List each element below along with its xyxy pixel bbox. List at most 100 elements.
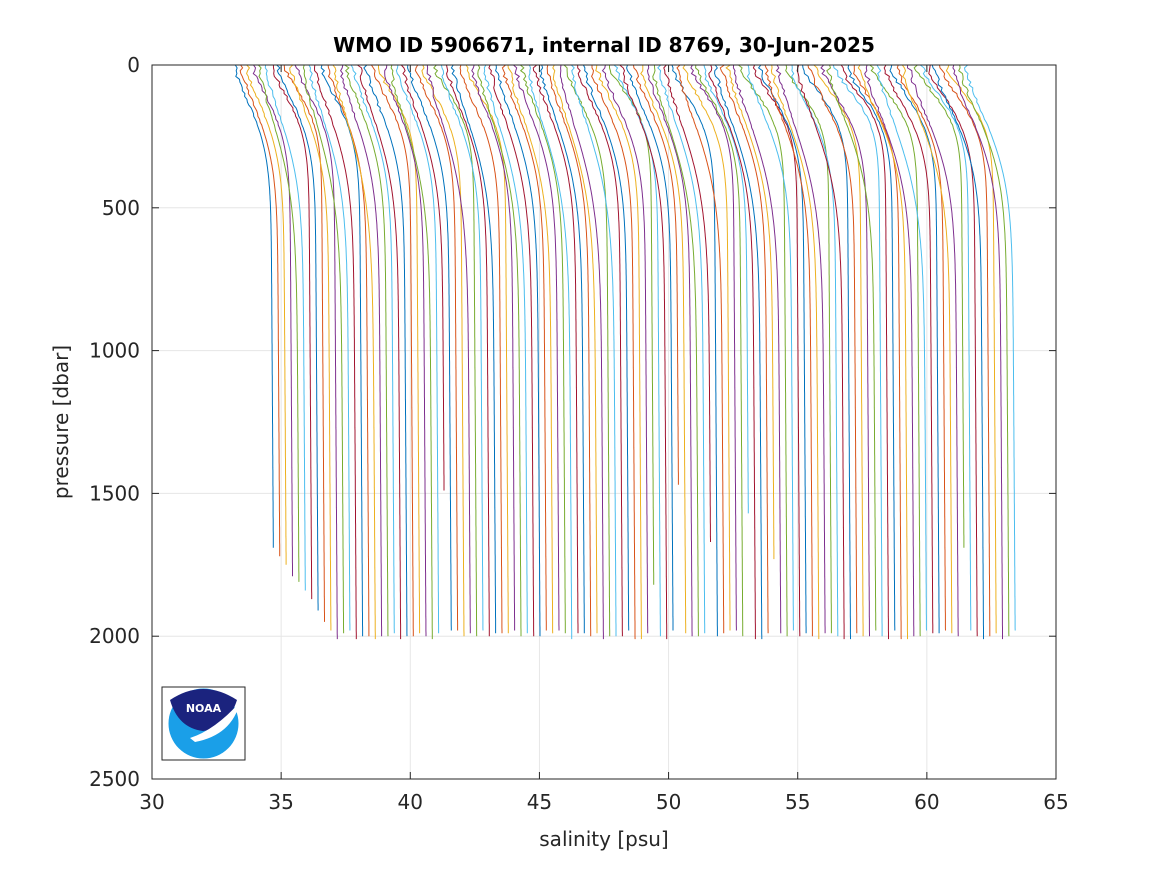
profile-line (450, 64, 497, 634)
x-axis-ticks: 30 35 40 45 50 55 60 65 (139, 65, 1069, 814)
profile-line (495, 64, 541, 637)
profile-line (390, 64, 433, 640)
profile-line (302, 64, 345, 634)
profile-line (539, 64, 585, 634)
profile-line (459, 64, 503, 634)
profile-line (601, 64, 649, 634)
profile-line (725, 64, 775, 560)
profile-line (952, 64, 1003, 640)
profile-line (626, 64, 674, 631)
profile-line (239, 64, 281, 557)
profile-line (775, 64, 826, 634)
profile-line (507, 64, 554, 634)
profile-line (501, 64, 547, 631)
profile-line (327, 64, 370, 637)
profile-line (876, 64, 927, 631)
y-tick-label: 2500 (89, 767, 140, 791)
profile-line (646, 64, 693, 637)
profile-line (901, 64, 953, 634)
profile-line (847, 64, 896, 631)
profile-line (246, 64, 287, 565)
y-tick-label: 500 (102, 196, 140, 220)
y-axis-ticks: 0 500 1000 1500 2000 2500 (89, 53, 1056, 791)
profile-line (790, 64, 839, 637)
profile-line (559, 64, 604, 640)
profile-line (570, 64, 617, 637)
profile-line (703, 64, 749, 514)
profile-line (340, 64, 383, 637)
profile-line (752, 64, 801, 637)
x-tick-label: 30 (139, 790, 164, 814)
profile-line (939, 64, 991, 637)
profile-line (840, 64, 889, 640)
x-tick-label: 60 (914, 790, 939, 814)
profile-line (421, 64, 465, 637)
profile-line (719, 64, 769, 634)
profile-line (446, 64, 490, 637)
profile-line (320, 64, 364, 637)
profile-line (609, 65, 655, 585)
profile-line (770, 64, 820, 640)
profile-line (519, 64, 566, 634)
profile-line (234, 64, 274, 548)
profile-line (802, 64, 851, 640)
profile-line (919, 64, 972, 631)
profile-line (619, 64, 668, 640)
y-axis-label: pressure [dbar] (49, 345, 73, 499)
profile-line (657, 64, 706, 634)
x-tick-label: 65 (1043, 790, 1068, 814)
profile-line (488, 64, 535, 637)
profile-line (738, 64, 788, 637)
profile-line (695, 64, 744, 637)
profile-line (906, 64, 959, 637)
profile-line (313, 64, 357, 640)
profile-line (732, 64, 782, 634)
profile-line (807, 64, 858, 634)
profile-line (582, 64, 630, 631)
noaa-logo-text: NOAA (186, 702, 222, 715)
profile-line (889, 64, 940, 634)
profile-line (294, 64, 338, 640)
profile-line (963, 64, 1016, 631)
x-axis-label: salinity [psu] (539, 827, 668, 851)
profile-line (913, 64, 965, 548)
axes-box (151, 64, 1057, 780)
profile-line (676, 64, 725, 634)
profile-line (552, 64, 598, 634)
profile-line (613, 64, 661, 637)
profile-line (832, 64, 883, 637)
x-tick-label: 45 (527, 790, 552, 814)
profile-line (407, 64, 452, 631)
profile-line (395, 64, 440, 634)
profile-line (595, 64, 642, 640)
profile-line (252, 64, 293, 577)
profile-line (764, 64, 813, 637)
profile-line (308, 64, 351, 631)
x-tick-label: 55 (785, 790, 810, 814)
profile-line (896, 64, 946, 631)
profile-line (276, 64, 319, 611)
profile-line (465, 64, 509, 634)
y-tick-label: 1500 (89, 481, 140, 505)
y-tick-label: 0 (127, 53, 140, 77)
profile-line (440, 64, 484, 631)
profile-line (820, 64, 870, 637)
profile-line (563, 64, 611, 637)
profile-line (746, 64, 794, 631)
profile-line (400, 64, 445, 491)
profile-line (796, 64, 845, 640)
profile-series-group (234, 64, 1016, 640)
profile-line (357, 64, 402, 640)
profile-line (477, 64, 522, 637)
profile-line (577, 65, 623, 637)
profile-line (958, 64, 1010, 637)
profile-line (363, 64, 408, 637)
profile-line (931, 64, 984, 640)
x-tick-label: 50 (656, 790, 681, 814)
profile-line (640, 65, 687, 634)
profile-line (857, 64, 908, 640)
chart-title: WMO ID 5906671, internal ID 8769, 30-Jun… (333, 33, 875, 57)
profile-line (671, 64, 718, 637)
